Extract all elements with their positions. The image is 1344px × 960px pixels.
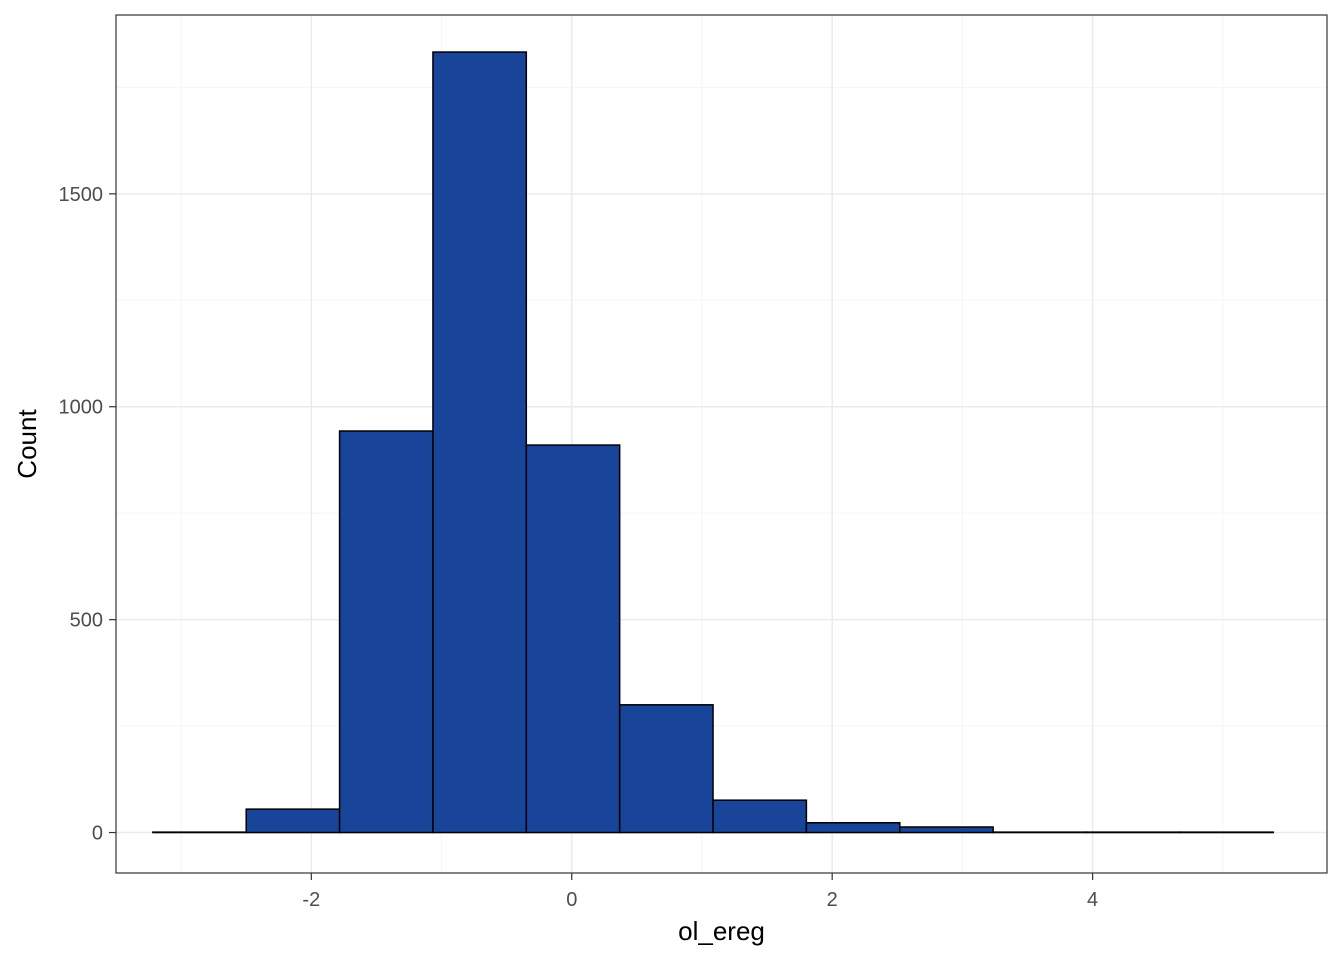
x-tick-label: 0: [566, 889, 577, 911]
histogram-bar: [899, 826, 994, 834]
y-axis-title: Count: [12, 409, 42, 479]
histogram-bar: [432, 51, 528, 834]
histogram-bar: [525, 444, 621, 834]
y-tick-label: 1500: [59, 184, 104, 206]
histogram-bar: [712, 799, 808, 834]
x-axis-ticks: -2 0 2 4: [302, 873, 1098, 911]
histogram-bar: [805, 822, 901, 834]
y-tick-label: 1000: [59, 397, 104, 419]
x-tick-label: 4: [1087, 889, 1098, 911]
histogram-bars: [152, 51, 1274, 834]
histogram-bar: [338, 430, 434, 834]
x-axis-title: ol_ereg: [678, 916, 765, 946]
panel-border: [115, 14, 1328, 874]
y-tick-label: 500: [70, 610, 103, 632]
y-tick-label: 0: [92, 823, 103, 845]
histogram-bar: [618, 704, 714, 834]
minor-gridlines: [116, 15, 1327, 873]
x-tick-label: -2: [302, 889, 320, 911]
major-gridlines: [116, 15, 1327, 873]
x-tick-label: 2: [827, 889, 838, 911]
y-axis-ticks: 0 500 1000 1500: [59, 184, 116, 845]
histogram-bar: [245, 808, 341, 834]
